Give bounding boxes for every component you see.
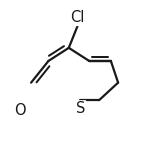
Text: S: S <box>76 101 85 116</box>
Text: O: O <box>14 103 25 118</box>
Text: Cl: Cl <box>70 10 85 25</box>
